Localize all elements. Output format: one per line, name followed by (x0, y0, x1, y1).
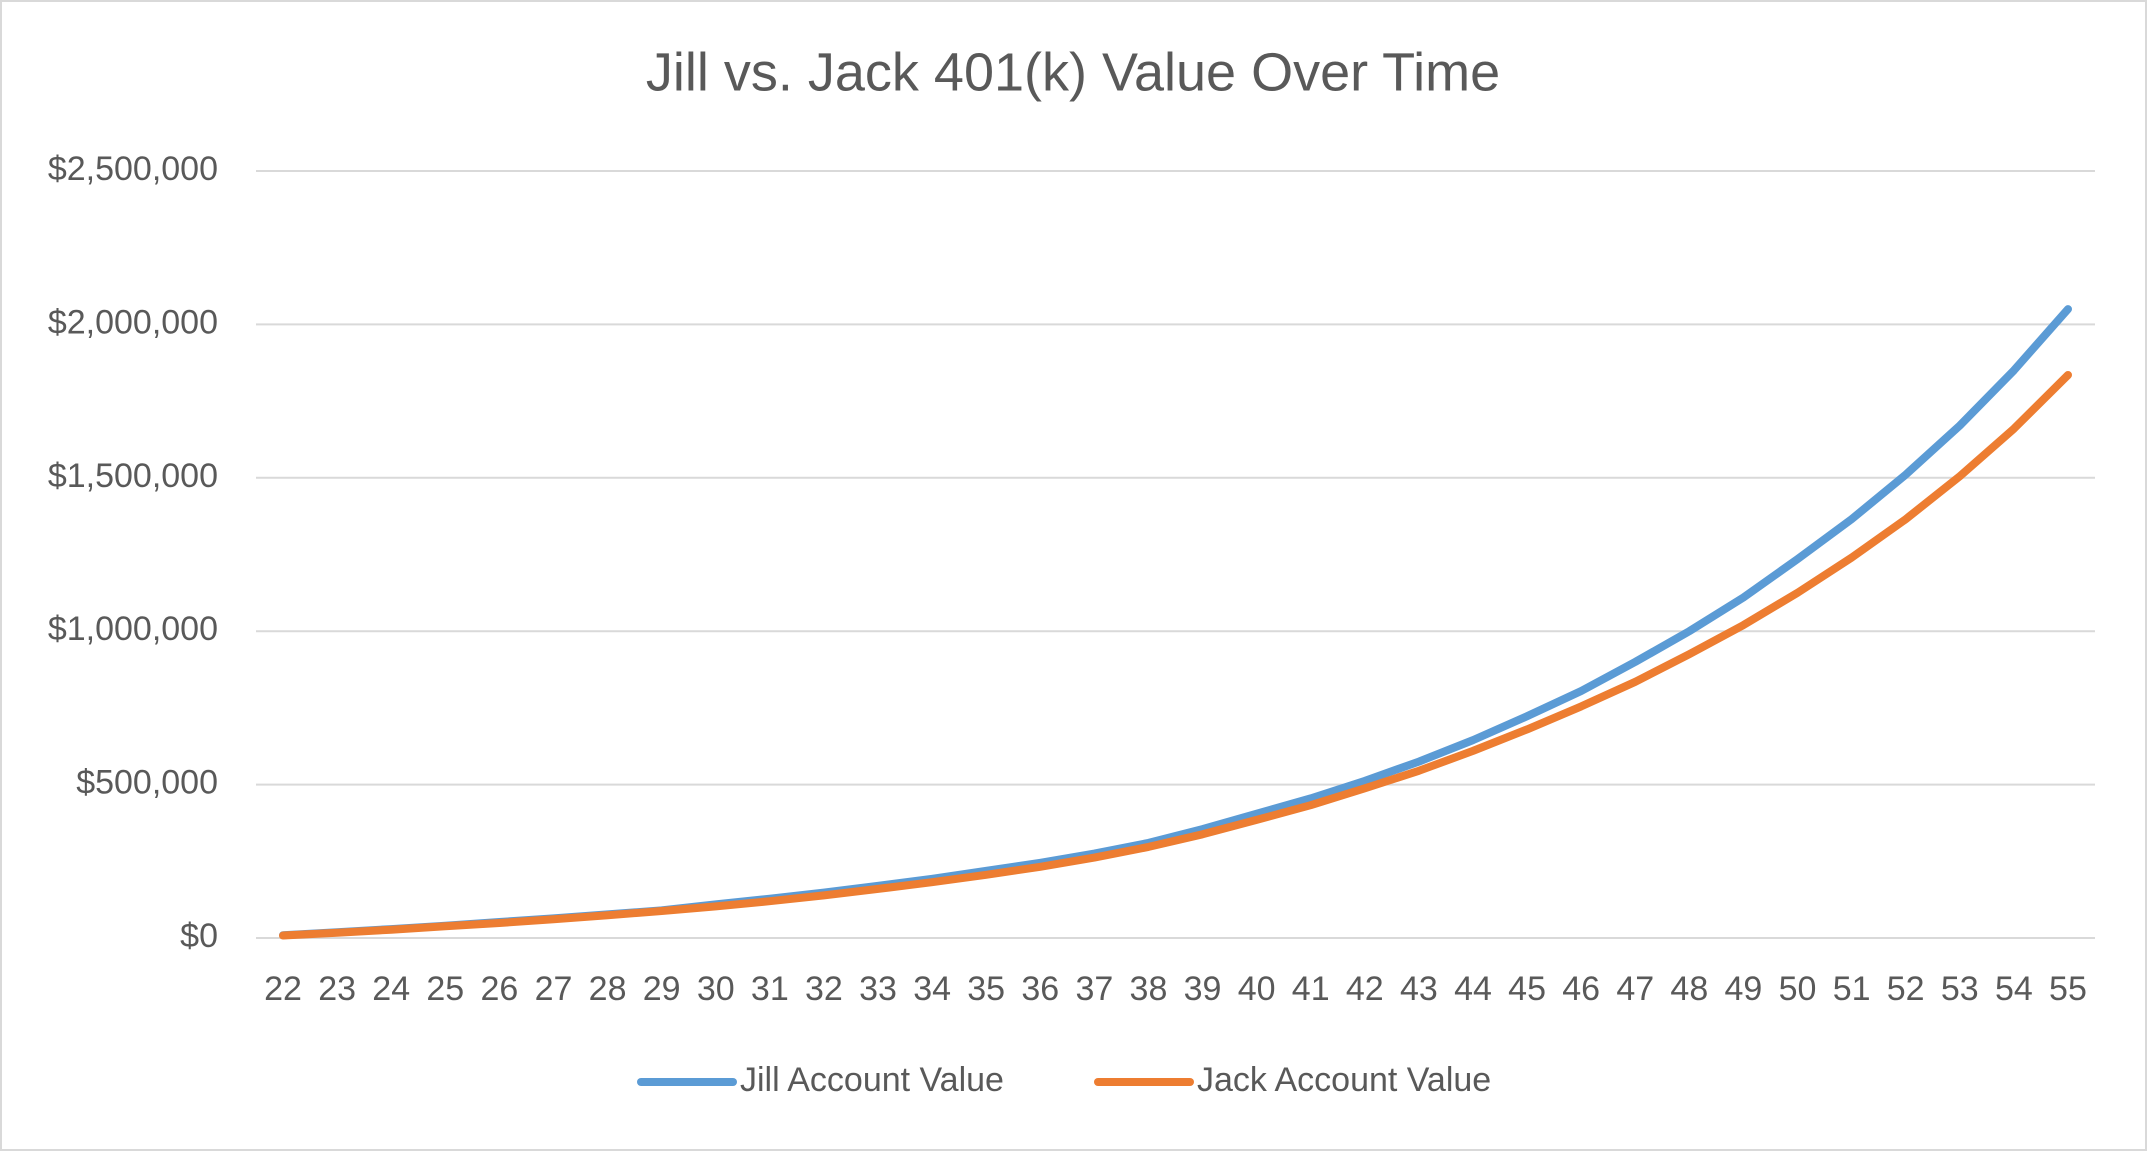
x-tick-label: 38 (1130, 970, 1168, 1008)
x-tick-label: 27 (535, 970, 573, 1008)
x-tick-label: 51 (1833, 970, 1871, 1008)
x-tick-label: 40 (1238, 970, 1276, 1008)
x-tick-label: 26 (480, 970, 518, 1008)
x-tick-label: 42 (1346, 970, 1384, 1008)
chart-title: Jill vs. Jack 401(k) Value Over Time (646, 42, 1500, 102)
x-tick-label: 44 (1454, 970, 1492, 1008)
x-tick-label: 54 (1995, 970, 2033, 1008)
x-tick-label: 22 (264, 970, 302, 1008)
x-tick-label: 33 (859, 970, 897, 1008)
y-tick-label: $2,000,000 (48, 303, 218, 341)
y-tick-label: $1,500,000 (48, 457, 218, 495)
x-tick-label: 45 (1508, 970, 1546, 1008)
x-tick-label: 34 (913, 970, 951, 1008)
x-tick-label: 35 (967, 970, 1005, 1008)
x-tick-label: 39 (1184, 970, 1222, 1008)
x-tick-label: 49 (1725, 970, 1763, 1008)
y-tick-label: $1,000,000 (48, 610, 218, 648)
x-tick-label: 52 (1887, 970, 1925, 1008)
x-tick-label: 29 (643, 970, 681, 1008)
x-tick-label: 31 (751, 970, 789, 1008)
x-tick-label: 25 (426, 970, 464, 1008)
x-tick-label: 30 (697, 970, 735, 1008)
legend-label: Jill Account Value (740, 1061, 1004, 1099)
x-tick-label: 43 (1400, 970, 1438, 1008)
legend-label: Jack Account Value (1197, 1061, 1491, 1099)
x-tick-label: 28 (589, 970, 627, 1008)
y-tick-label: $2,500,000 (48, 150, 218, 188)
x-tick-label: 37 (1075, 970, 1113, 1008)
x-tick-label: 32 (805, 970, 843, 1008)
y-tick-label: $500,000 (76, 764, 218, 802)
x-tick-label: 47 (1616, 970, 1654, 1008)
x-tick-label: 41 (1292, 970, 1330, 1008)
x-tick-label: 53 (1941, 970, 1979, 1008)
x-tick-label: 48 (1670, 970, 1708, 1008)
x-tick-label: 23 (318, 970, 356, 1008)
series-line (279, 371, 2072, 940)
x-tick-label: 55 (2049, 970, 2087, 1008)
x-tick-label: 24 (372, 970, 410, 1008)
x-tick-label: 46 (1562, 970, 1600, 1008)
x-tick-label: 50 (1779, 970, 1817, 1008)
x-tick-label: 36 (1021, 970, 1059, 1008)
y-tick-label: $0 (180, 917, 218, 955)
